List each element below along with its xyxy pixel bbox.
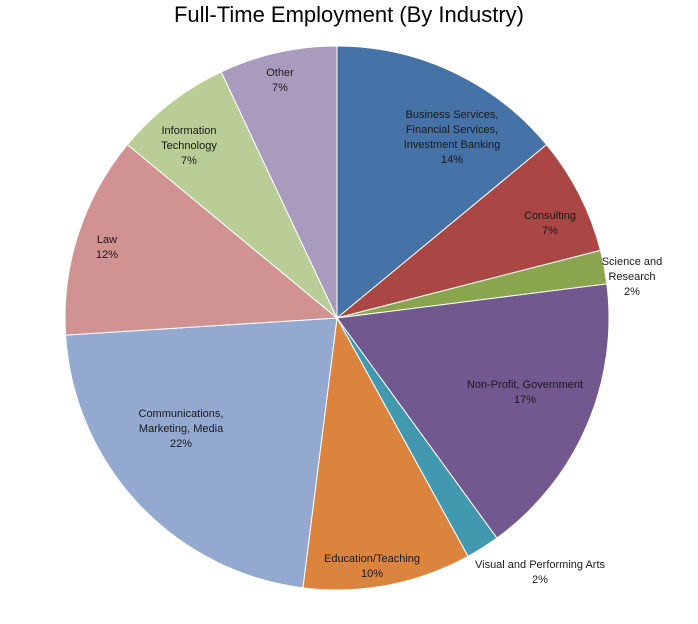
slice-label-line: Information: [161, 125, 216, 137]
slice-label-8: Information Technology 7%: [161, 125, 217, 167]
slice-label-line: 12%: [96, 249, 118, 261]
slice-label-6: Communications, Marketing, Media 22%: [139, 408, 225, 450]
slice-label-line: 7%: [542, 225, 558, 237]
slice-label-line: Other: [266, 67, 294, 79]
slice-label-line: Business Services,: [406, 109, 499, 121]
slice-label-9: Other 7%: [266, 67, 294, 94]
chart-title: Full-Time Employment (By Industry): [173, 2, 525, 27]
slice-label-line: Science and: [602, 256, 663, 268]
pie-slice-7: [64, 143, 339, 336]
slice-label-line: Investment Banking: [404, 139, 501, 151]
slice-label-0: Business Services, Financial Services, Inv…: [404, 109, 501, 166]
slice-label-5: Education/Teaching 10%: [324, 553, 420, 580]
slice-label-line: 14%: [441, 154, 463, 166]
slice-label-line: 2%: [624, 286, 640, 298]
slice-label-line: Education/Teaching: [324, 553, 420, 565]
pie-slice-1: [336, 143, 602, 319]
slice-label-line: Financial Services,: [406, 124, 498, 136]
pie-slice-0: [336, 45, 548, 320]
slice-label-4: Visual and Performing Arts 2%: [475, 559, 606, 586]
slice-label-line: 17%: [514, 394, 536, 406]
slice-label-line: Law: [97, 234, 117, 246]
slice-label-line: Research: [608, 271, 655, 283]
slice-label-1: Consulting 7%: [524, 210, 576, 237]
slice-label-line: 7%: [272, 82, 288, 94]
slice-label-2: Science and Research 2%: [602, 256, 663, 298]
slice-label-line: Communications,: [139, 408, 224, 420]
slice-label-line: Non-Profit, Government: [467, 379, 583, 391]
pie-slice-8: [126, 71, 338, 319]
pie-slice-6: [65, 317, 338, 589]
slice-label-line: 7%: [181, 155, 197, 167]
slice-label-7: Law 12%: [96, 234, 118, 261]
slice-label-line: 22%: [170, 438, 192, 450]
slice-label-line: Technology: [161, 140, 217, 152]
slice-label-3: Non-Profit, Government 17%: [467, 379, 583, 406]
slice-label-line: Marketing, Media: [139, 423, 224, 435]
slice-label-line: 2%: [532, 574, 548, 586]
slice-label-line: Consulting: [524, 210, 576, 222]
slice-label-line: Visual and Performing Arts: [475, 559, 606, 571]
pie-slice-3: [336, 283, 610, 539]
pie-slice-9: [220, 45, 338, 319]
slice-label-line: 10%: [361, 568, 383, 580]
pie-slice-5: [302, 316, 469, 591]
